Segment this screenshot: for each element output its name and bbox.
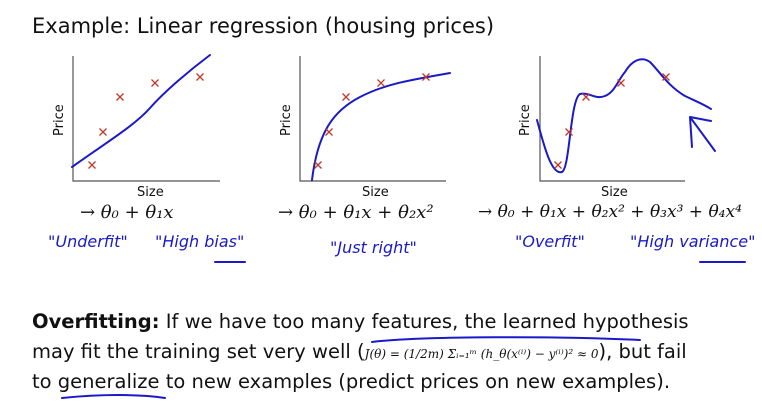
data-point-x-icon bbox=[99, 128, 107, 136]
data-point-x-icon bbox=[116, 93, 124, 101]
plot2-fit-curve bbox=[311, 72, 451, 181]
note-overfit: "Overfit" bbox=[515, 232, 585, 251]
plot3-xlabel: Size bbox=[601, 185, 628, 200]
slide-title: Example: Linear regression (housing pric… bbox=[32, 14, 495, 38]
plot1-fit-line bbox=[71, 54, 211, 168]
data-point-x-icon bbox=[314, 161, 322, 169]
plot3-formula: → θ₀ + θ₁x + θ₂x² + θ₃x³ + θ₄x⁴ bbox=[478, 202, 742, 222]
text: may fit the training set very well ( bbox=[32, 340, 365, 363]
plot2-formula: → θ₀ + θ₁x + θ₂x² bbox=[278, 202, 434, 223]
text: ), but fail bbox=[598, 340, 687, 363]
note-underfit: "Underfit" bbox=[48, 232, 128, 251]
plot2-axes bbox=[299, 56, 446, 182]
data-point-x-icon bbox=[422, 73, 430, 81]
overfitting-heading: Overfitting: bbox=[32, 310, 160, 333]
note-high-variance: "High variance" bbox=[630, 232, 756, 251]
data-point-x-icon bbox=[88, 161, 96, 169]
arrow-icon bbox=[689, 116, 716, 152]
plot1-formula: → θ₀ + θ₁x bbox=[80, 202, 174, 223]
data-point-x-icon bbox=[196, 73, 204, 81]
data-point-x-icon bbox=[582, 93, 590, 101]
plot1-axes bbox=[72, 56, 220, 182]
data-point-x-icon bbox=[662, 73, 670, 81]
data-point-x-icon bbox=[617, 79, 625, 87]
cost-formula: J(θ) = (1/2m) Σᵢ₌₁ᵐ (h_θ(x⁽ⁱ⁾) − y⁽ⁱ⁾)² … bbox=[364, 347, 599, 361]
plot2-xlabel: Size bbox=[362, 185, 389, 200]
text: If we have too many features, the learne… bbox=[159, 310, 689, 333]
note-just-right: "Just right" bbox=[330, 238, 417, 257]
plot3-fit-curve bbox=[536, 58, 712, 174]
data-point-x-icon bbox=[342, 93, 350, 101]
body-line-2: may fit the training set very well (J(θ)… bbox=[32, 340, 687, 363]
body-line-1: Overfitting: If we have too many feature… bbox=[32, 310, 689, 333]
note-high-bias: "High bias" bbox=[155, 232, 245, 251]
data-point-x-icon bbox=[151, 79, 159, 87]
data-point-x-icon bbox=[565, 128, 573, 136]
plot2-ylabel: Price bbox=[279, 104, 294, 136]
body-line-3: to generalize to new examples (predict p… bbox=[32, 370, 671, 393]
cost-underline bbox=[371, 336, 641, 343]
plot1-xlabel: Size bbox=[137, 185, 164, 200]
data-point-x-icon bbox=[377, 79, 385, 87]
plot3-axes bbox=[539, 56, 685, 182]
data-point-x-icon bbox=[554, 161, 562, 169]
data-point-x-icon bbox=[325, 128, 333, 136]
plot3-ylabel: Price bbox=[518, 104, 533, 136]
plot1-ylabel: Price bbox=[52, 104, 67, 136]
generalize-underline bbox=[61, 394, 166, 399]
